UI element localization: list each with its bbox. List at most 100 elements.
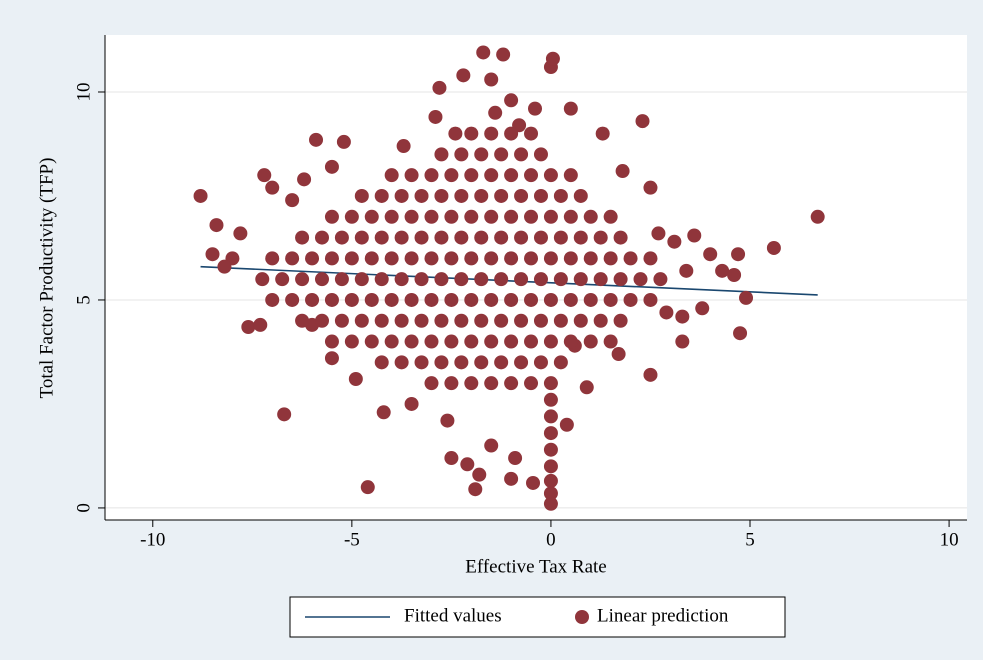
scatter-point [376, 405, 391, 420]
scatter-point [324, 209, 339, 224]
scatter-point [543, 426, 558, 441]
scatter-point [424, 376, 439, 391]
x-tick-label: -5 [344, 529, 360, 550]
scatter-point [504, 93, 519, 108]
scatter-point [428, 109, 443, 124]
scatter-point [374, 272, 389, 287]
scatter-point [504, 376, 519, 391]
x-tick-label: -10 [140, 529, 165, 550]
scatter-point [444, 376, 459, 391]
scatter-point [533, 147, 548, 162]
scatter-point [474, 355, 489, 370]
scatter-point [384, 334, 399, 349]
scatter-point [324, 292, 339, 307]
scatter-point [424, 251, 439, 266]
scatter-point [496, 47, 511, 62]
scatter-point [404, 168, 419, 183]
scatter-point [651, 226, 666, 241]
scatter-point [504, 126, 519, 141]
scatter-point [434, 313, 449, 328]
scatter-point [424, 168, 439, 183]
scatter-point [508, 451, 523, 466]
scatter-point [643, 180, 658, 195]
scatter-point [595, 126, 610, 141]
scatter-point [432, 80, 447, 95]
scatter-point [484, 251, 499, 266]
scatter-point [543, 392, 558, 407]
scatter-point [414, 188, 429, 203]
scatter-point [309, 132, 324, 147]
scatter-point [524, 209, 539, 224]
scatter-point [563, 209, 578, 224]
scatter-point [314, 272, 329, 287]
scatter-point [474, 147, 489, 162]
scatter-point [285, 193, 300, 208]
scatter-point [643, 292, 658, 307]
scatter-point [404, 209, 419, 224]
scatter-point [524, 376, 539, 391]
scatter-point [675, 309, 690, 324]
scatter-point [324, 334, 339, 349]
scatter-point [543, 292, 558, 307]
scatter-point [344, 292, 359, 307]
scatter-point [474, 313, 489, 328]
scatter-point [404, 251, 419, 266]
scatter-point [526, 475, 541, 490]
scatter-point [464, 376, 479, 391]
scatter-point [543, 409, 558, 424]
scatter-point [659, 305, 674, 320]
scatter-point [424, 292, 439, 307]
scatter-point [444, 251, 459, 266]
scatter-point [583, 251, 598, 266]
scatter-point [464, 209, 479, 224]
scatter-point [460, 457, 475, 472]
scatter-point [563, 251, 578, 266]
scatter-point [488, 105, 503, 120]
scatter-point [633, 272, 648, 287]
scatter-point [344, 334, 359, 349]
scatter-point [543, 168, 558, 183]
scatter-point [675, 334, 690, 349]
scatter-point [623, 251, 638, 266]
scatter-point [583, 209, 598, 224]
scatter-point [394, 272, 409, 287]
scatter-point [360, 480, 375, 495]
scatter-point [354, 313, 369, 328]
scatter-point [334, 230, 349, 245]
scatter-point [456, 68, 471, 83]
scatter-point [384, 209, 399, 224]
scatter-point [336, 134, 351, 149]
scatter-point [404, 292, 419, 307]
scatter-point [553, 313, 568, 328]
y-axis-title: Total Factor Productivity (TFP) [36, 158, 57, 399]
scatter-point [524, 251, 539, 266]
scatter-point [265, 180, 280, 195]
scatter-point [514, 147, 529, 162]
scatter-point [394, 355, 409, 370]
scatter-point [635, 114, 650, 129]
scatter-point [434, 272, 449, 287]
scatter-point [364, 334, 379, 349]
scatter-point [464, 168, 479, 183]
fitted-line [200, 265, 818, 296]
scatter-point [593, 272, 608, 287]
scatter-point [434, 230, 449, 245]
scatter-point [504, 292, 519, 307]
scatter-point [504, 209, 519, 224]
scatter-point [472, 467, 487, 482]
scatter-point [253, 317, 268, 332]
scatter-point [563, 168, 578, 183]
y-tick-label: 10 [73, 82, 94, 101]
scatter-point [394, 188, 409, 203]
scatter-point [573, 188, 588, 203]
scatter-point [494, 147, 509, 162]
x-tick-label: 0 [546, 529, 556, 550]
scatter-point [297, 172, 312, 187]
scatter-point [305, 292, 320, 307]
scatter-point [277, 407, 292, 422]
scatter-point [205, 247, 220, 262]
scatter-point [444, 451, 459, 466]
scatter-point [295, 313, 310, 328]
scatter-point [217, 259, 232, 274]
